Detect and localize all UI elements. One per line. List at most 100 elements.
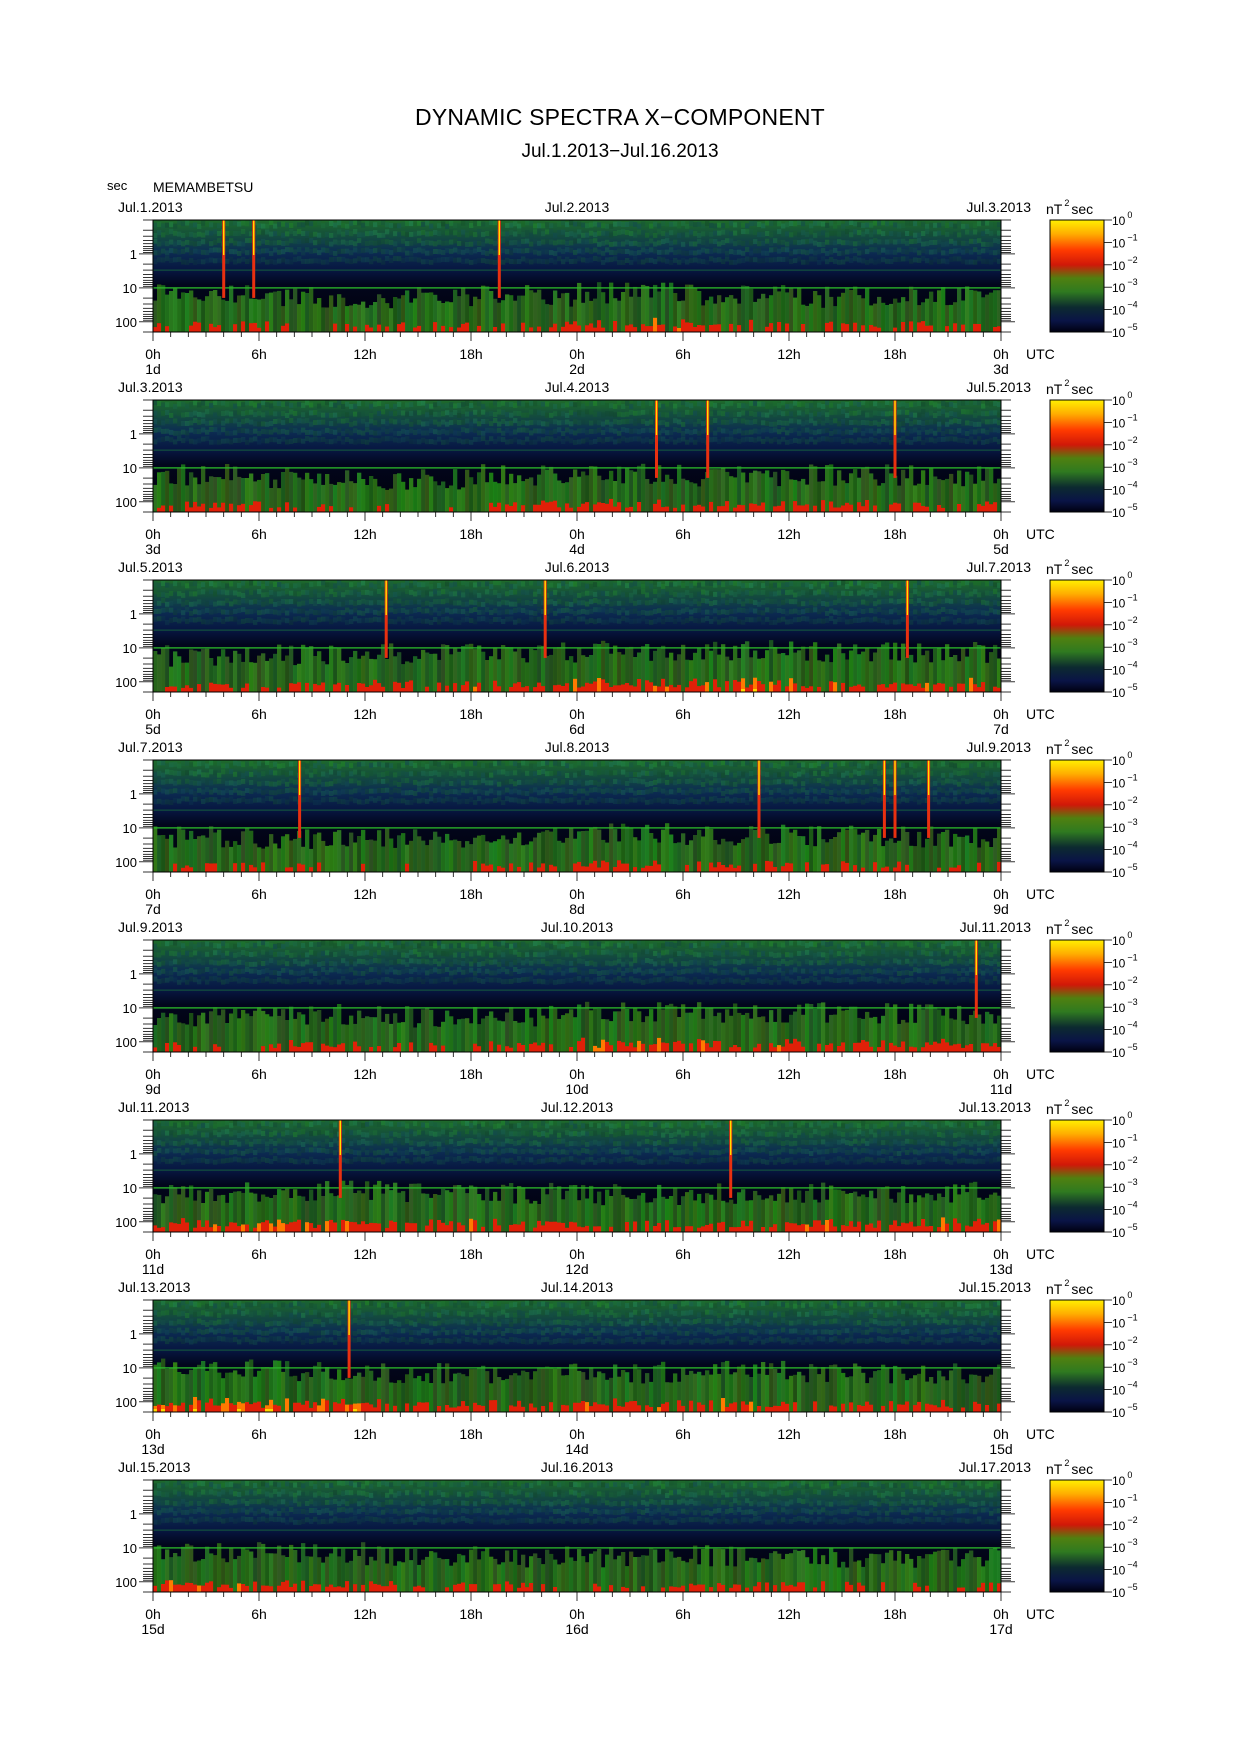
x-tick-label: 12h [353, 886, 376, 902]
day-label: 13d [141, 1441, 164, 1457]
x-tick-label: 0h [993, 1606, 1009, 1622]
x-tick-label: 0h [145, 886, 161, 902]
colorbar-tick-label: 10 0 [1112, 390, 1132, 408]
colorbar-tick-label: 10 −3 [1112, 1177, 1138, 1195]
colorbar-tick-label: 10 −1 [1112, 1492, 1138, 1510]
spectrogram-panel: Jul.15.2013 Jul.16.2013 Jul.17.2013 1 10 100 0… [115, 1458, 1137, 1637]
x-axis: 0h 6h 12h 18h 0h 6h 12h 18h 0h UTC 13d 14d 15d [141, 1412, 1055, 1457]
colorbar-tick-label: 10 −4 [1112, 840, 1138, 858]
colorbar-tick-label: 10 −2 [1112, 1515, 1138, 1533]
y-tick-label: 100 [115, 675, 137, 690]
y-unit-label: sec [107, 178, 128, 193]
y-tick-label: 100 [115, 1035, 137, 1050]
spectrogram-field [153, 1300, 1001, 1412]
x-axis: 0h 6h 12h 18h 0h 6h 12h 18h 0h UTC 11d 12d 13d [142, 1232, 1055, 1277]
colorbar-unit: nT 2 sec [1046, 918, 1093, 937]
x-tick-label: 18h [459, 706, 482, 722]
day-label: 3d [145, 541, 161, 557]
x-tick-label: 0h [145, 346, 161, 362]
colorbar-tick-label: 10 0 [1112, 570, 1132, 588]
day-label: 8d [569, 901, 585, 917]
x-tick-label: 12h [353, 1606, 376, 1622]
y-axis: 1 10 100 [115, 579, 1015, 693]
day-label: 17d [989, 1621, 1012, 1637]
page-title: DYNAMIC SPECTRA X−COMPONENT [415, 104, 825, 130]
y-tick-label: 1 [130, 427, 137, 442]
day-label: 6d [569, 721, 585, 737]
spectrogram-panel: Jul.13.2013 Jul.14.2013 Jul.15.2013 1 10 100 0… [115, 1278, 1137, 1457]
spectrogram-field [153, 580, 1001, 692]
y-tick-label: 100 [115, 495, 137, 510]
day-label: 10d [565, 1081, 588, 1097]
x-tick-label: 12h [353, 346, 376, 362]
x-tick-label: 0h [993, 1426, 1009, 1442]
y-tick-label: 1 [130, 787, 137, 802]
y-tick-label: 10 [123, 1001, 137, 1016]
x-tick-label: 0h [145, 1606, 161, 1622]
panel-date-right: Jul.11.2013 [960, 919, 1032, 935]
page-subtitle: Jul.1.2013−Jul.16.2013 [521, 141, 719, 162]
y-tick-label: 10 [123, 1541, 137, 1556]
x-tick-label: 6h [251, 1246, 267, 1262]
colorbar-tick-label: 10 −1 [1112, 772, 1138, 790]
colorbar-unit: nT 2 sec [1046, 1458, 1093, 1477]
colorbar-tick-label: 10 −2 [1112, 255, 1138, 273]
day-label: 16d [565, 1621, 588, 1637]
x-tick-label: 18h [459, 526, 482, 542]
colorbar-tick-label: 10 0 [1112, 750, 1132, 768]
x-tick-label: 12h [777, 346, 800, 362]
y-tick-label: 10 [123, 821, 137, 836]
panel-date-right: Jul.13.2013 [959, 1099, 1032, 1115]
x-tick-label: 18h [459, 1426, 482, 1442]
y-tick-label: 10 [123, 461, 137, 476]
panel-date-middle: Jul.14.2013 [541, 1279, 614, 1295]
x-tick-label: 6h [675, 886, 691, 902]
y-tick-label: 1 [130, 607, 137, 622]
x-tick-label: 18h [459, 1246, 482, 1262]
x-tick-label: 0h [145, 1066, 161, 1082]
panel-date-middle: Jul.12.2013 [541, 1099, 614, 1115]
x-tick-label: 18h [883, 526, 906, 542]
day-label: 9d [993, 901, 1009, 917]
burst-mark [298, 760, 302, 838]
x-tick-label: 12h [353, 706, 376, 722]
spectrogram-field [153, 1120, 1001, 1232]
x-tick-label: 18h [459, 886, 482, 902]
burst-mark [905, 580, 909, 658]
burst-mark [543, 580, 547, 658]
panel-date-middle: Jul.2.2013 [545, 199, 610, 215]
panel-date-left: Jul.1.2013 [118, 199, 183, 215]
colorbar-tick-label: 10 −2 [1112, 435, 1138, 453]
x-tick-label: 0h [569, 706, 585, 722]
day-label: 5d [145, 721, 161, 737]
colorbar-tick-label: 10 −4 [1112, 1560, 1138, 1578]
colorbar-tick-label: 10 −3 [1112, 817, 1138, 835]
y-axis: 1 10 100 [115, 1299, 1015, 1413]
x-tick-label: 6h [251, 886, 267, 902]
day-label: 7d [993, 721, 1009, 737]
day-label: 14d [565, 1441, 588, 1457]
x-tick-label: 0h [569, 346, 585, 362]
y-axis: 1 10 100 [115, 219, 1015, 333]
x-tick-label: 18h [883, 1066, 906, 1082]
x-tick-label: 6h [251, 1606, 267, 1622]
panel-date-middle: Jul.8.2013 [545, 739, 610, 755]
burst-mark [729, 1120, 733, 1198]
colorbar-tick-label: 10 −1 [1112, 1312, 1138, 1330]
y-tick-label: 1 [130, 247, 137, 262]
y-tick-label: 100 [115, 855, 137, 870]
y-tick-label: 1 [130, 1147, 137, 1162]
day-label: 7d [145, 901, 161, 917]
x-tick-label: 0h [569, 526, 585, 542]
x-tick-label: 18h [883, 1426, 906, 1442]
y-axis: 1 10 100 [115, 1479, 1015, 1593]
x-tick-label: 12h [777, 1066, 800, 1082]
day-label: 4d [569, 541, 585, 557]
colorbar-unit: nT 2 sec [1046, 1098, 1093, 1117]
x-tick-label: 12h [777, 706, 800, 722]
